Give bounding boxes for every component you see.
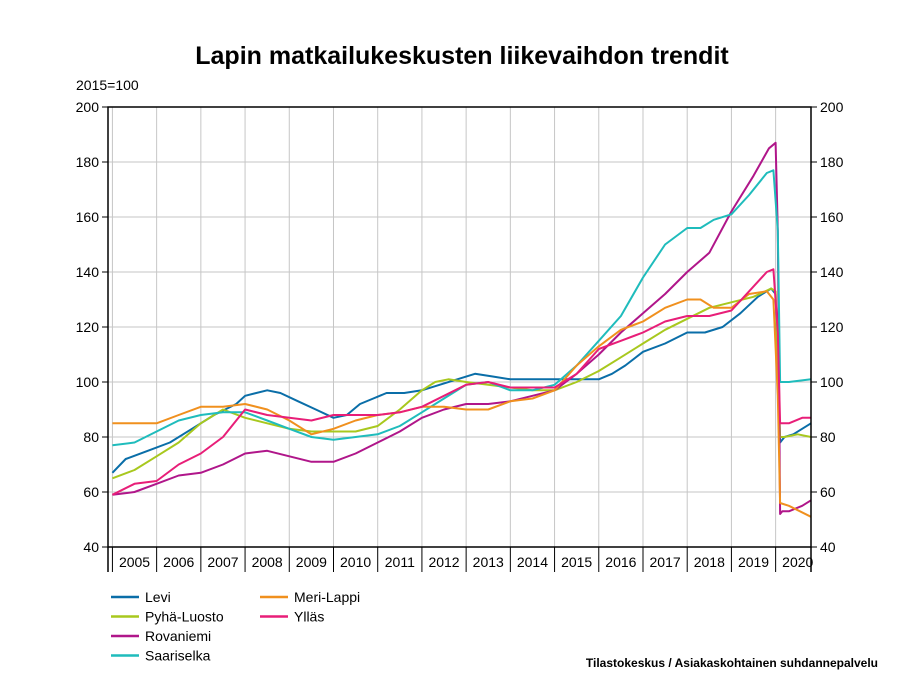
legend-label-meri-lappi: Meri-Lappi — [294, 589, 360, 605]
y-tick-label-left: 120 — [76, 319, 100, 335]
y-axis-right: 40 60 80 100 120 140 160 180 200 — [811, 99, 844, 555]
x-tick-label: 2016 — [605, 554, 636, 570]
series-line-meri-lappi — [112, 290, 812, 518]
x-tick-label: 2012 — [428, 554, 459, 570]
x-tick-label: 2014 — [517, 554, 548, 570]
y-tick-label-right: 200 — [820, 99, 844, 115]
legend-label-rovaniemi: Rovaniemi — [145, 628, 211, 644]
x-tick-label: 2010 — [340, 554, 371, 570]
series-lines — [111, 141, 812, 518]
y-tick-label-left: 160 — [76, 209, 100, 225]
y-tick-label-right: 80 — [820, 429, 836, 445]
series-line-levi — [111, 287, 812, 474]
y-tick-label-left: 100 — [76, 374, 100, 390]
legend-label-levi: Levi — [145, 589, 171, 605]
y-tick-label-left: 80 — [83, 429, 99, 445]
x-tick-label: 2020 — [782, 554, 813, 570]
x-tick-label: 2019 — [738, 554, 769, 570]
legend-label-pyha-luosto: Pyhä-Luosto — [145, 609, 224, 625]
series-line-rovaniemi — [112, 141, 812, 515]
y-tick-label-right: 120 — [820, 319, 844, 335]
y-tick-label-left: 200 — [76, 99, 100, 115]
x-tick-label: 2009 — [296, 554, 327, 570]
y-axis-left: 40 60 80 100 120 140 160 180 200 — [76, 99, 108, 555]
x-tick-label: 2013 — [473, 554, 504, 570]
series-line-saariselka — [112, 169, 812, 447]
y-tick-label-left: 60 — [83, 484, 99, 500]
source-note: Tilastokeskus / Asiakaskohtainen suhdann… — [586, 656, 878, 670]
x-tick-label: 2011 — [385, 554, 415, 570]
unit-label: 2015=100 — [76, 77, 139, 93]
y-tick-label-left: 140 — [76, 264, 100, 280]
x-tick-label: 2006 — [163, 554, 194, 570]
y-tick-label-right: 140 — [820, 264, 844, 280]
y-tick-label-right: 60 — [820, 484, 836, 500]
legend: Levi Pyhä-Luosto Rovaniemi Saariselka Meri-L… — [111, 589, 360, 664]
x-axis: 2005 2006 2007 2008 2009 2010 2011 2012 2013 2014… — [111, 547, 814, 572]
x-tick-label: 2017 — [650, 554, 681, 570]
y-tick-label-right: 180 — [820, 154, 844, 170]
y-tick-label-left: 180 — [76, 154, 100, 170]
y-tick-label-right: 160 — [820, 209, 844, 225]
legend-label-yllas: Ylläs — [294, 609, 324, 625]
x-tick-label: 2005 — [119, 554, 150, 570]
x-tick-label: 2015 — [561, 554, 592, 570]
y-tick-label-right: 40 — [820, 539, 836, 555]
x-tick-label: 2008 — [252, 554, 283, 570]
grid — [108, 106, 811, 548]
y-tick-label-right: 100 — [820, 374, 844, 390]
series-line-yllas — [111, 268, 811, 496]
series-line-pyha-luosto — [112, 287, 812, 480]
y-tick-label-left: 40 — [83, 539, 99, 555]
x-tick-label: 2007 — [207, 554, 238, 570]
plot-frame — [107, 106, 812, 572]
legend-label-saariselka: Saariselka — [145, 648, 211, 664]
chart-title: Lapin matkailukeskusten liikevaihdon tre… — [195, 42, 729, 70]
x-tick-label: 2018 — [694, 554, 725, 570]
